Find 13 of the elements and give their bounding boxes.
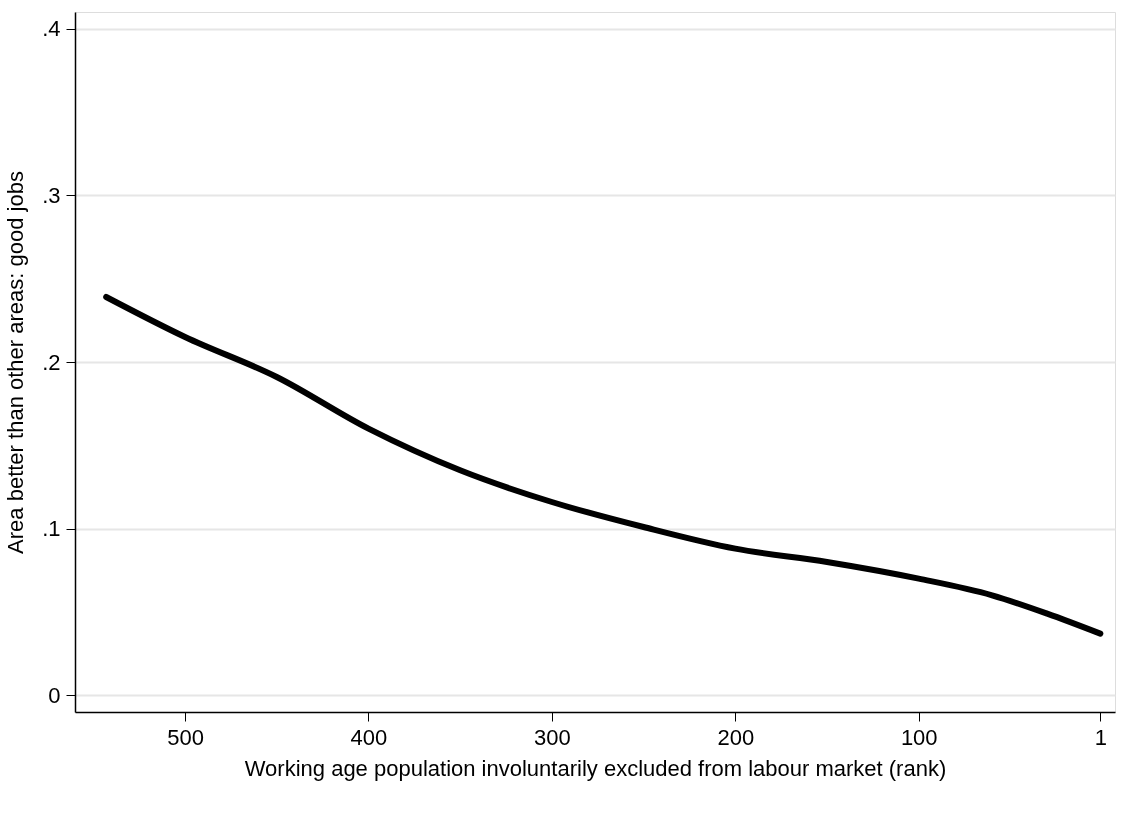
y-tick-label: .2 — [42, 349, 61, 375]
x-tick-label: 100 — [900, 724, 938, 750]
y-tick-label: .4 — [42, 16, 61, 42]
x-tick-label: 500 — [167, 724, 204, 750]
y-tick-label: .1 — [42, 516, 61, 542]
x-tick-label: 1 — [1094, 724, 1107, 750]
x-tick-label: 200 — [717, 724, 755, 750]
y-axis-title: Area better than other areas: good jobs — [3, 171, 29, 554]
x-axis-title: Working age population involuntarily excluded from labour market (rank) — [244, 755, 947, 781]
x-tick-label: 400 — [350, 724, 388, 750]
x-tick-label: 300 — [534, 724, 571, 750]
y-tick-label: .3 — [42, 182, 61, 208]
y-tick-label: 0 — [48, 682, 61, 708]
